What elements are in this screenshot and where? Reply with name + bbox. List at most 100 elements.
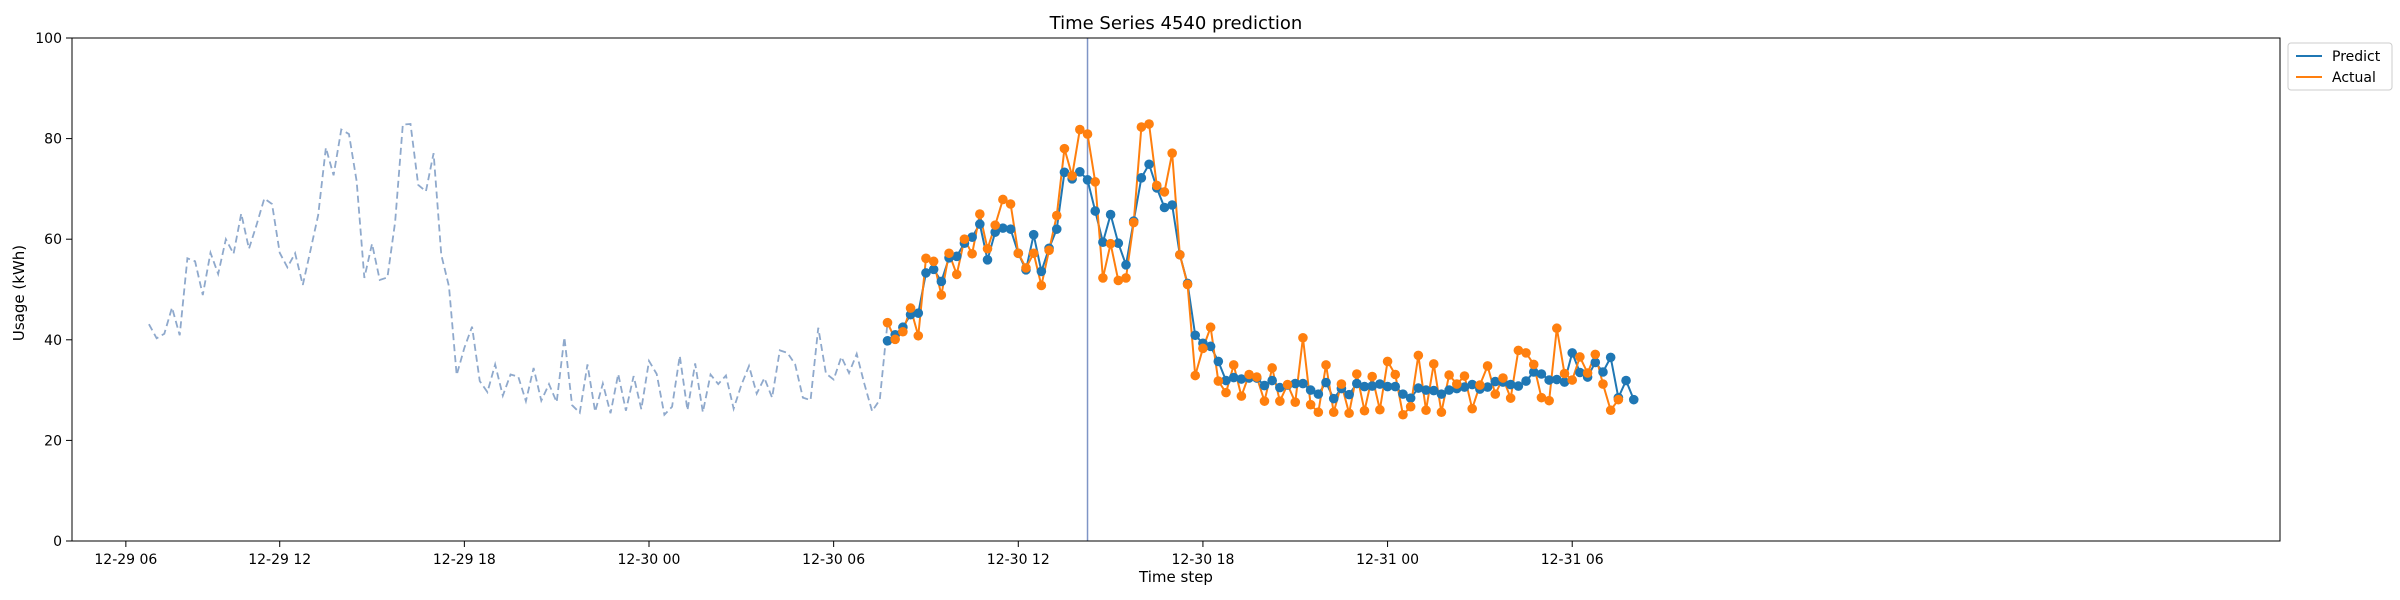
point-actual [1013, 248, 1024, 259]
point-predict [1398, 389, 1408, 399]
point-actual [1136, 122, 1147, 132]
point-predict [1575, 367, 1585, 378]
point-actual [1452, 379, 1462, 389]
point-actual [890, 334, 900, 345]
point-predict [913, 308, 924, 318]
point-predict [951, 251, 962, 262]
point-predict [1444, 385, 1454, 395]
point-actual [921, 253, 931, 264]
point-actual [944, 248, 954, 259]
y-tick-label: 20 [44, 433, 62, 449]
point-predict [1005, 224, 1016, 234]
point-actual [1413, 350, 1424, 361]
point-predict [1205, 341, 1216, 352]
point-predict [1321, 377, 1331, 388]
point-predict [1190, 330, 1201, 341]
point-actual [1175, 249, 1185, 260]
point-actual [1390, 369, 1401, 380]
point-actual [1067, 171, 1077, 181]
x-tick-label: 12-29 06 [94, 552, 157, 568]
y-axis-label: Usage (kWh) [10, 245, 28, 341]
point-predict [1459, 382, 1470, 392]
point-predict [1567, 348, 1578, 358]
point-actual [1213, 376, 1224, 386]
point-actual [1236, 391, 1247, 401]
point-predict [1559, 377, 1570, 387]
point-predict [967, 232, 977, 242]
point-actual [959, 234, 970, 244]
point-actual [1028, 248, 1039, 259]
point-actual [1590, 349, 1601, 360]
point-actual [1421, 405, 1431, 416]
point-actual [1336, 379, 1347, 389]
point-actual [967, 248, 977, 259]
point-actual [1059, 143, 1070, 154]
point-predict [1144, 159, 1154, 170]
x-tick-label: 12-30 00 [618, 552, 681, 568]
point-actual [1382, 356, 1393, 367]
point-predict [1505, 379, 1516, 390]
point-predict [1313, 389, 1324, 399]
point-actual [1051, 210, 1062, 221]
point-predict [1228, 372, 1239, 383]
point-actual [1490, 389, 1501, 399]
point-predict [1467, 379, 1477, 390]
point-actual [1290, 397, 1301, 407]
point-predict [990, 227, 1001, 237]
point-actual [1367, 371, 1377, 382]
point-predict [1221, 375, 1231, 386]
point-predict [1082, 175, 1093, 185]
point-predict [928, 264, 939, 275]
point-actual [1552, 323, 1562, 334]
legend: Predict Actual [2287, 42, 2393, 91]
point-predict [1621, 375, 1631, 386]
point-actual [1459, 371, 1470, 381]
point-predict [1121, 260, 1131, 270]
x-tick-label: 12-31 00 [1356, 552, 1419, 568]
point-predict [1482, 382, 1493, 392]
x-axis-label: Time step [1138, 568, 1213, 586]
point-actual [1244, 369, 1254, 380]
point-actual [1036, 280, 1047, 291]
series-line-history [148, 123, 889, 417]
point-actual [1444, 370, 1454, 380]
point-predict [882, 336, 893, 346]
point-actual [1475, 380, 1485, 390]
point-actual [1167, 148, 1177, 158]
point-actual [1613, 394, 1624, 405]
point-actual [1598, 379, 1608, 389]
point-predict [1390, 381, 1401, 392]
x-tick-label: 12-30 12 [987, 552, 1050, 568]
point-predict [1344, 389, 1354, 400]
point-predict [1421, 385, 1431, 395]
point-predict [1367, 381, 1377, 391]
point-actual [1221, 387, 1231, 398]
point-predict [1090, 206, 1101, 216]
point-actual [1005, 199, 1016, 209]
point-predict [1413, 383, 1424, 393]
point-predict [1436, 389, 1447, 399]
point-predict [1328, 393, 1339, 404]
point-predict [1028, 229, 1039, 240]
point-predict [1113, 238, 1124, 249]
point-predict [1552, 374, 1562, 385]
point-actual [1305, 399, 1316, 410]
point-actual [1351, 369, 1362, 379]
point-predict [921, 268, 931, 278]
x-tick-label: 12-30 06 [802, 552, 865, 568]
point-actual [1151, 180, 1162, 191]
point-actual [1328, 407, 1339, 418]
point-actual [1536, 392, 1547, 403]
y-tick-label: 100 [35, 31, 62, 47]
point-actual [1498, 373, 1508, 383]
point-actual [1605, 405, 1616, 416]
point-actual [882, 317, 893, 328]
point-actual [1075, 124, 1085, 135]
point-predict [1598, 367, 1608, 377]
point-actual [1359, 405, 1370, 416]
point-actual [1128, 217, 1139, 228]
y-tick-label: 40 [44, 333, 62, 349]
point-predict [1428, 385, 1439, 396]
point-predict [1605, 352, 1616, 363]
point-actual [951, 269, 962, 280]
